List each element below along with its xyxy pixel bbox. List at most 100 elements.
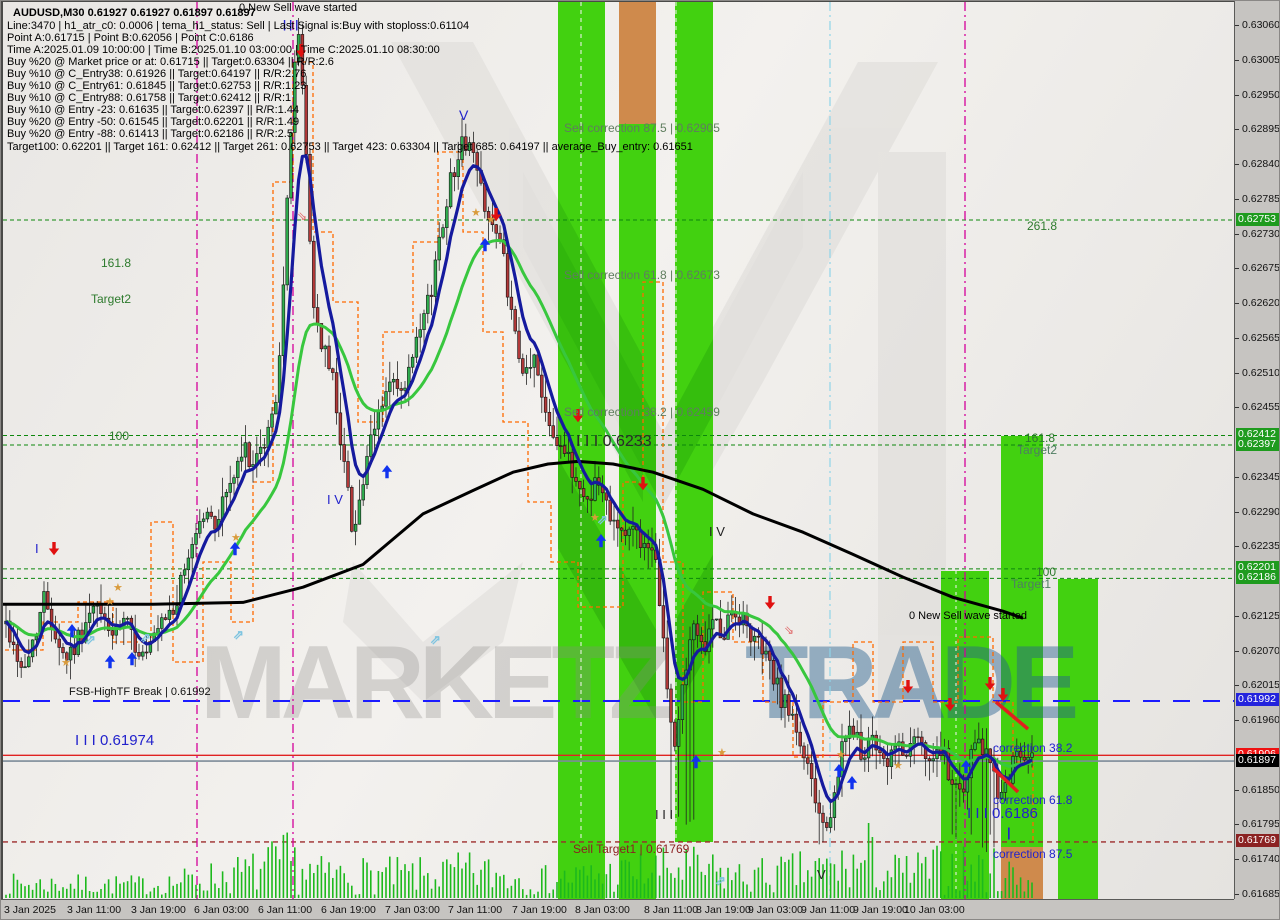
chart-annotation: V <box>817 867 826 882</box>
candle-body <box>353 523 358 532</box>
candle-body <box>954 783 958 785</box>
candle-body <box>46 591 50 610</box>
candle-body <box>946 748 951 781</box>
price-tick-mark <box>1235 337 1239 339</box>
price-tick-mark <box>1235 198 1239 200</box>
chart-annotation: I I I 0.6233 <box>576 433 652 450</box>
candle-body <box>11 641 16 645</box>
candle-body <box>543 396 548 413</box>
candle-body <box>802 745 806 759</box>
price-tick-mark <box>1235 268 1239 270</box>
candle-body <box>912 736 916 744</box>
candle-body <box>285 197 289 286</box>
candle-body <box>935 748 939 759</box>
diagonal-arrow-icon: ⇗ <box>233 627 244 642</box>
candle-body <box>426 294 430 314</box>
price-axis[interactable]: 0.63060 0.63005 0.62950 0.62895 0.62840 0.627… <box>1234 1 1280 900</box>
time-label: 8 Jan 11:00 <box>644 904 699 916</box>
candle-body <box>798 731 802 747</box>
strategy-info-line: Buy %10 @ Entry -23: 0.61635 || Target:0… <box>7 104 300 117</box>
price-tick-mark <box>1235 407 1239 409</box>
chart-annotation: | <box>1007 825 1011 840</box>
price-tick-label: 0.62290 <box>1242 505 1280 518</box>
candle-body <box>91 605 96 614</box>
candle-body <box>445 206 449 228</box>
candle-body <box>676 719 681 747</box>
candle-body <box>201 518 206 522</box>
chart-annotation: Sell Target1 | 0.61769 <box>573 842 690 856</box>
candle-body <box>65 652 69 661</box>
candle-body <box>999 792 1004 799</box>
candle-body <box>171 609 175 615</box>
candle-body <box>224 491 229 498</box>
candle-body <box>498 232 502 241</box>
price-tick-label: 0.61850 <box>1242 783 1280 796</box>
chart-annotation: correction 87.5 <box>993 847 1073 861</box>
candle-body <box>281 284 286 357</box>
sell-arrow-icon <box>572 409 584 423</box>
strategy-info-line: Time A:2025.01.09 10:00:00 | Time B:2025… <box>7 43 440 56</box>
signal-band <box>619 2 656 124</box>
price-level-badge: 0.62186 <box>1236 570 1279 584</box>
candle-body <box>566 451 571 454</box>
candle-body <box>1015 750 1019 757</box>
sell-arrow-icon <box>997 688 1009 702</box>
time-axis[interactable]: 3 Jan 2025 3 Jan 11:00 3 Jan 19:00 6 Jan 03… <box>1 899 1234 919</box>
time-label: 6 Jan 03:00 <box>194 904 249 916</box>
candle-body <box>391 378 396 383</box>
diagonal-arrow-icon: ⇗ <box>597 512 608 527</box>
candle-body <box>532 354 536 368</box>
price-level-badge: 0.62753 <box>1236 212 1279 226</box>
strategy-info-line: Buy %20 @ Market price or at: 0.61715 ||… <box>7 55 334 68</box>
candle-body <box>616 519 620 529</box>
sell-arrow-icon <box>764 596 776 610</box>
price-tick-mark <box>1235 59 1239 61</box>
time-label: 9 Jan 03:00 <box>748 904 803 916</box>
candle-body <box>551 425 555 438</box>
buy-arrow-icon <box>690 755 702 769</box>
candle-body <box>34 636 39 641</box>
candle-body <box>581 488 586 497</box>
candle-body <box>692 623 696 641</box>
candle-body <box>471 142 476 153</box>
price-level-badge: 0.61897 <box>1236 753 1279 767</box>
price-tick-mark <box>1235 129 1239 131</box>
price-tick-label: 0.62070 <box>1242 644 1280 657</box>
candle-body <box>228 482 232 493</box>
candle-body <box>517 330 521 359</box>
candle-body <box>258 446 263 454</box>
candle-body <box>783 694 787 708</box>
candle-body <box>711 619 715 630</box>
price-tick-label: 0.61740 <box>1242 853 1280 866</box>
price-tick-mark <box>1235 511 1239 513</box>
candle-body <box>323 345 327 350</box>
time-label: 3 Jan 2025 <box>4 904 56 916</box>
candle-body <box>346 461 350 488</box>
candle-body <box>429 294 434 297</box>
chart-annotation: 0 New Sell wave started <box>909 610 1027 622</box>
chart-canvas[interactable]: MARKETZ TRADE ★ ★ ★ ★ ★ ★ ★ ★ ★ ★ ⇗ ⇗ ⇗ ⇗ ⇗ ⇗ ⇘ ⇘ AUDUSD,M30… <box>1 1 1236 900</box>
chart-annotation: | | | <box>283 19 299 31</box>
price-tick-mark <box>1235 789 1239 791</box>
price-tick-label: 0.62235 <box>1242 540 1280 553</box>
trend-segment <box>994 700 1030 731</box>
time-label: 7 Jan 03:00 <box>385 904 440 916</box>
price-tick-mark <box>1235 372 1239 374</box>
strategy-info-line: Line:3470 | h1_atr_c0: 0.0006 | tema_h1_… <box>7 19 470 32</box>
sell-arrow-icon <box>48 542 60 556</box>
buy-arrow-icon <box>126 652 138 666</box>
time-label: 6 Jan 19:00 <box>321 904 376 916</box>
ma-black-line <box>3 459 1024 620</box>
candle-body <box>695 623 700 636</box>
candle-body <box>369 434 373 457</box>
candle-body <box>205 511 210 520</box>
candle-body <box>289 132 293 199</box>
strategy-info-line: Target100: 0.62201 || Target 161: 0.6241… <box>7 140 693 153</box>
price-tick-label: 0.62950 <box>1242 88 1280 101</box>
candle-body <box>650 547 654 551</box>
price-tick-label: 0.62345 <box>1242 470 1280 483</box>
candle-body <box>61 647 65 654</box>
signal-band <box>619 124 656 900</box>
candle-body <box>68 646 73 661</box>
candle-body <box>642 543 647 548</box>
